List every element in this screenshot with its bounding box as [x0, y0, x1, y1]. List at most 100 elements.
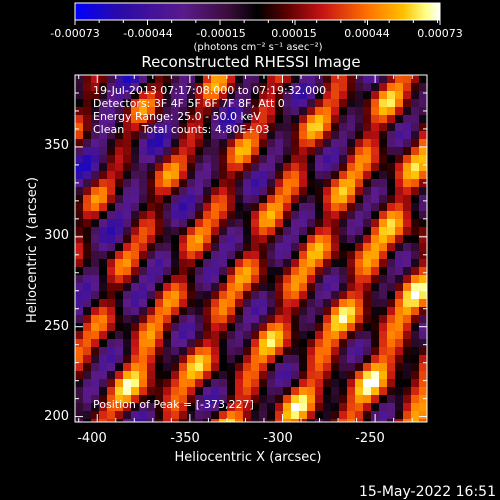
heatmap-cell	[139, 355, 148, 364]
heatmap-cell	[99, 171, 108, 180]
heatmap-cell	[355, 187, 364, 196]
heatmap-cell	[203, 419, 212, 422]
heatmap-cell	[299, 131, 308, 140]
heatmap-cell	[267, 83, 276, 92]
heatmap-cell	[275, 387, 284, 396]
heatmap-cell	[219, 419, 228, 422]
heatmap-cell	[163, 163, 172, 172]
heatmap-cell	[379, 243, 388, 252]
heatmap-cell	[131, 147, 140, 156]
heatmap-cell	[235, 339, 244, 348]
heatmap-cell	[307, 131, 316, 140]
heatmap-cell	[347, 91, 356, 100]
heatmap-cell	[307, 147, 316, 156]
colorbar-tick-label-5: 0.00073	[417, 27, 463, 40]
heatmap-cell	[267, 115, 276, 124]
heatmap-cell	[371, 275, 380, 284]
heatmap-cell	[363, 411, 372, 420]
heatmap-cell	[291, 371, 300, 380]
heatmap-cell	[243, 123, 252, 132]
heatmap-cell	[227, 107, 236, 116]
heatmap-cell	[339, 171, 348, 180]
heatmap-cell	[115, 139, 124, 148]
heatmap-cell	[347, 411, 356, 420]
heatmap-cell	[99, 379, 108, 388]
heatmap-cell	[363, 315, 372, 324]
heatmap-cell	[403, 371, 412, 380]
heatmap-cell	[339, 147, 348, 156]
heatmap-cell	[123, 91, 132, 100]
heatmap-cell	[347, 211, 356, 220]
heatmap-cell	[387, 227, 396, 236]
heatmap-cell	[379, 387, 388, 396]
heatmap-cell	[339, 195, 348, 204]
heatmap-cell	[355, 387, 364, 396]
heatmap-cell	[139, 331, 148, 340]
heatmap-cell	[147, 299, 156, 308]
heatmap-cell	[283, 131, 292, 140]
heatmap-cell	[147, 331, 156, 340]
heatmap-cell	[323, 323, 332, 332]
heatmap-cell	[355, 347, 364, 356]
heatmap-cell	[163, 115, 172, 124]
heatmap-cell	[195, 355, 204, 364]
heatmap-cell	[107, 323, 116, 332]
heatmap-cell	[387, 251, 396, 260]
heatmap-cell	[179, 291, 188, 300]
heatmap-cell	[83, 107, 92, 116]
heatmap-cell	[235, 187, 244, 196]
heatmap-cell	[195, 179, 204, 188]
heatmap-cell	[275, 363, 284, 372]
heatmap-cell	[227, 83, 236, 92]
heatmap-cell	[299, 179, 308, 188]
heatmap-cell	[147, 91, 156, 100]
heatmap-cell	[251, 299, 260, 308]
heatmap-cell	[139, 419, 148, 422]
heatmap-cell	[91, 307, 100, 316]
heatmap-cell	[307, 163, 316, 172]
heatmap-cell	[259, 211, 268, 220]
heatmap-cell	[195, 147, 204, 156]
heatmap-cell	[147, 379, 156, 388]
heatmap-cell	[171, 203, 180, 212]
annotation-clean-counts: Clean Total counts: 4.80E+03	[93, 123, 270, 136]
heatmap-cell	[267, 411, 276, 420]
heatmap-cell	[347, 139, 356, 148]
heatmap-cell	[219, 363, 228, 372]
heatmap-cell	[179, 387, 188, 396]
heatmap-cell	[371, 395, 380, 404]
heatmap-cell	[395, 171, 404, 180]
heatmap-cell	[323, 355, 332, 364]
heatmap-cell	[363, 155, 372, 164]
heatmap-cell	[411, 275, 420, 284]
heatmap-cell	[419, 163, 427, 172]
heatmap-cell	[371, 283, 380, 292]
heatmap-cell	[315, 115, 324, 124]
heatmap-cell	[387, 347, 396, 356]
heatmap-cell	[139, 363, 148, 372]
heatmap-cell	[163, 203, 172, 212]
heatmap-cell	[179, 195, 188, 204]
heatmap-cell	[187, 107, 196, 116]
heatmap-cell	[331, 227, 340, 236]
heatmap-cell	[123, 83, 132, 92]
heatmap-cell	[275, 307, 284, 316]
heatmap-cell	[147, 107, 156, 116]
heatmap-cell	[411, 411, 420, 420]
heatmap-cell	[203, 235, 212, 244]
heatmap-cell	[339, 155, 348, 164]
heatmap-cell	[163, 251, 172, 260]
heatmap-cell	[123, 259, 132, 268]
heatmap-cell	[307, 211, 316, 220]
heatmap-cell	[235, 123, 244, 132]
heatmap-cell	[315, 227, 324, 236]
heatmap-cell	[259, 91, 268, 100]
heatmap-cell	[75, 131, 84, 140]
heatmap-cell	[235, 171, 244, 180]
heatmap-cell	[75, 75, 84, 84]
heatmap-cell	[195, 371, 204, 380]
heatmap-cell	[171, 275, 180, 284]
heatmap-cell	[291, 315, 300, 324]
heatmap-cell	[275, 227, 284, 236]
heatmap-cell	[147, 395, 156, 404]
